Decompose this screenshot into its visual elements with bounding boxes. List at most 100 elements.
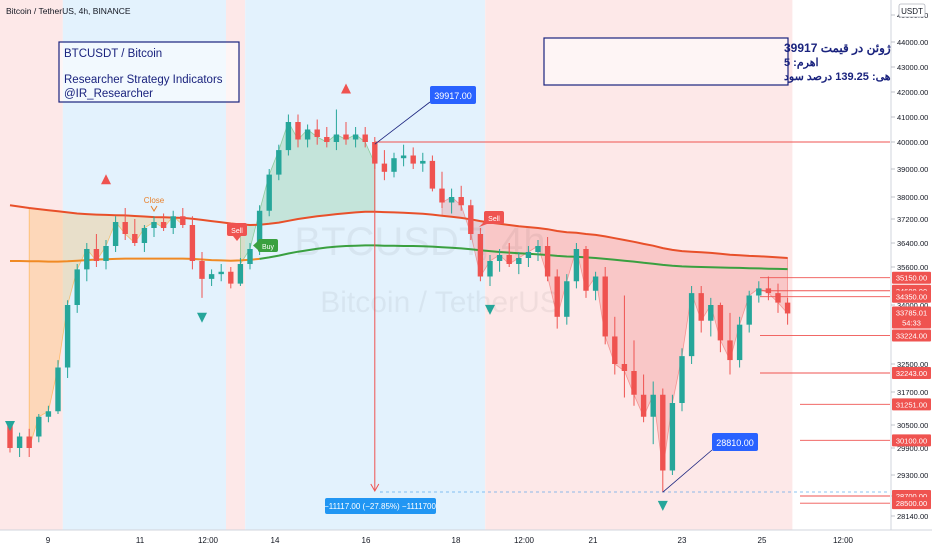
candle-body [717,305,724,341]
time-label: 18 [452,536,461,545]
measure-annotation: −11117.00 (−27.85%) −1111700 [324,144,890,514]
candle [266,169,272,217]
high-callout: 39917.00 [374,86,476,145]
candle-body [410,155,416,164]
info-box-line1: BTCUSDT / Bitcoin [64,48,162,60]
level-tag-bg [892,271,931,284]
candle [535,240,541,261]
candle-body [333,134,340,142]
candle [333,109,340,151]
candle-body [103,246,109,261]
time-label: 9 [46,536,51,545]
sell-marker-pointer [479,222,487,227]
candles [7,109,791,493]
candle-body [612,336,618,364]
level-lines [374,141,890,504]
candle-body [592,276,599,291]
candle [122,208,128,240]
candle [304,124,311,148]
candle [727,312,733,375]
watermark: BTCUSDT, 4h Bitcoin / TetherUS [294,220,559,319]
price-tick-label: 29300.00 [897,471,928,480]
buy-marker: Buy [253,239,278,252]
trend-zone-red [226,0,246,530]
candle-body [698,293,704,321]
candle-body [535,246,541,252]
level-tag-bg [892,434,931,447]
signal-markers [5,83,668,511]
candle-body [228,271,234,284]
candle-body [468,205,474,234]
candle [295,114,301,148]
candle-body [756,288,762,296]
candle-body [477,234,484,277]
candle [784,297,791,325]
chart-title: Bitcoin / TetherUS, 4h, BINANCE [6,6,131,16]
candle [439,171,445,208]
signal-triangle-up [101,174,111,185]
close-marker: Close [144,196,165,212]
candle [84,243,90,282]
info-box-frame [58,41,240,103]
candle [765,276,772,301]
candle [487,255,493,286]
price-ticks: 45000.0044000.0043000.0042000.0041000.00… [891,11,928,521]
candle-body [784,302,791,314]
level-tag-bg [892,497,931,510]
price-axis[interactable]: 45000.0044000.0043000.0042000.0041000.00… [890,0,932,530]
time-label: 23 [678,536,687,545]
candle [621,295,628,398]
price-tick-label: 31700.00 [897,388,928,397]
buy-marker-pointer [253,241,258,250]
candle [736,316,743,368]
moving-averages [9,204,788,271]
measure-label: −11117.00 (−27.85%) −1111700 [324,502,436,511]
price-tick-label: 34000.00 [897,301,928,310]
candle [199,252,205,298]
candle-body [304,129,311,140]
candle-body [199,261,205,279]
header: Bitcoin / TetherUS, 4h, BINANCE [6,6,131,16]
ema-fast-line [259,244,788,271]
price-tick-label: 43000.00 [897,63,928,72]
signal-box: صدور سیگنال سل در تاریخ 16 ژوئن در قیمت … [543,37,932,86]
candle-body [679,356,685,403]
price-tick-label: 42000.00 [897,88,928,97]
level-tag-bg [892,366,931,379]
candle [208,269,215,286]
price-tick-label: 44000.00 [897,38,928,47]
candle-body [448,197,455,203]
candle-body [74,269,80,305]
candle-body [93,249,100,261]
candle-body [650,394,656,417]
high-callout-bg [430,86,476,104]
candle-body [631,371,637,395]
candle [189,216,196,270]
candle-body [544,246,551,277]
candle-body [324,137,330,142]
candle-body [45,411,52,417]
candle [775,283,781,313]
candle-body [583,249,589,291]
candle [650,381,656,445]
signal-triangle-down [485,304,495,315]
level-tag-label: 30100.00 [896,436,927,445]
candle [679,348,685,412]
candle-body [256,210,263,249]
candle [247,243,253,270]
candle [160,213,167,231]
time-axis[interactable]: 9 11 12:00 14 16 18 12:00 21 23 25 12:00 [0,529,932,550]
low-callout: 28810.00 [662,433,758,493]
candle [362,127,368,148]
price-tick-label: 30500.00 [897,421,928,430]
signal-box-line3: بازدهی: 139.25 درصد سود [784,71,907,83]
ema-fast-line [10,257,260,263]
last-price-countdown: 54:33 [902,318,921,327]
candle [180,208,186,228]
sell-marker-2: Sell [479,211,504,227]
candle-body [458,197,464,206]
candle [103,240,109,270]
price-tick-label: 38000.00 [897,193,928,202]
